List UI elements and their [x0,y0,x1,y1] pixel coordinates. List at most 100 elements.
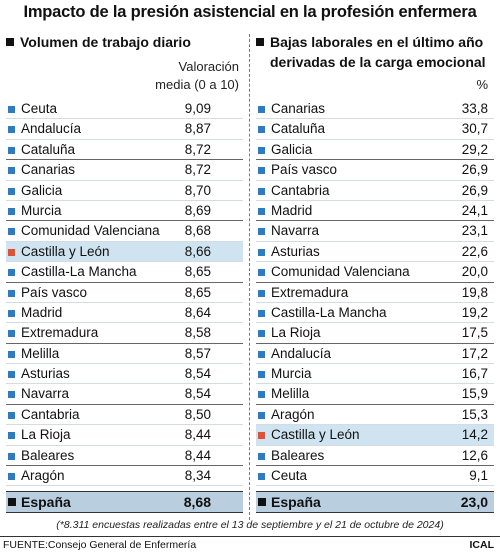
row-label: Melilla [271,386,310,402]
row-label: País vasco [271,162,338,178]
row-label: Ceuta [21,101,58,116]
row-value: 30,7 [461,121,488,137]
table-row: Cantabria 26,9 [256,181,494,201]
table-row: Baleares 12,6 [256,446,494,467]
table-row: Castilla-La Mancha 19,2 [256,303,494,324]
row-value: 8,54 [184,366,211,382]
row-value: 20,0 [461,264,488,280]
square-bullet-icon [8,228,15,236]
row-value: 8,34 [184,468,211,484]
credit-text: ICAL [469,539,495,551]
row-value: 9,1 [469,468,488,484]
square-bullet-icon [8,248,15,256]
table-row: País vasco 26,9 [256,160,494,181]
row-value: 8,65 [184,264,211,280]
table-row: Murcia 8,69 [6,201,243,222]
row-value: 26,9 [461,182,488,198]
square-bullet-icon [258,106,265,113]
square-bullet-icon [258,207,265,215]
row-label: Navarra [21,386,70,402]
table-row: Castilla y León 14,2 [256,425,494,446]
table-row: Ceuta 9,1 [256,466,494,487]
row-label: Cantabria [271,182,330,198]
row-value: 19,8 [461,284,488,300]
row-value: 17,5 [461,325,488,341]
square-bullet-icon [6,38,14,46]
square-bullet-icon [8,269,15,277]
square-bullet-icon [8,207,15,215]
table-row: Comunidad Valenciana 8,68 [6,221,243,242]
square-bullet-icon [258,452,265,460]
sick-leave-column-header: % [476,77,488,92]
row-value: 8,54 [184,386,211,402]
square-bullet-icon [8,371,15,379]
row-value: 19,2 [461,304,488,320]
table-row: Madrid 8,64 [6,303,243,324]
row-value: 8,72 [184,162,211,178]
table-row: Castilla y León 8,66 [6,241,243,263]
total-label: España [271,494,321,510]
table-row: Murcia 16,7 [256,364,494,385]
row-label: Aragón [21,468,65,484]
row-value: 14,2 [461,427,488,443]
row-label: Baleares [271,447,325,463]
square-bullet-icon [258,350,265,358]
workload-column-header: Valoración media (0 a 10) [155,59,239,92]
row-label: Cantabria [21,406,80,422]
table-row: Navarra 8,54 [6,384,243,405]
sick-leave-panel: Bajas laborales en el último año derivad… [256,32,494,513]
row-label: Castilla-La Mancha [21,264,137,280]
row-value: 33,8 [461,101,488,116]
row-label: Madrid [271,202,313,218]
row-value: 26,9 [461,162,488,178]
square-bullet-icon [8,411,15,419]
row-value: 8,64 [184,304,211,320]
chart-title: Impacto de la presión asistencial en la … [23,3,477,21]
sick-leave-total-row: España 23,0 [256,491,494,513]
row-label: Galicia [271,141,313,157]
square-bullet-icon [256,38,264,46]
square-bullet-icon [258,432,265,440]
row-label: Cataluña [21,141,76,157]
row-value: 8,50 [184,406,211,422]
sick-leave-rows: Canarias 33,8 Cataluña 30,7 Galicia 29,2 País … [256,99,494,487]
row-value: 16,7 [461,366,488,382]
square-bullet-icon [258,498,266,506]
row-label: Murcia [21,202,62,218]
row-value: 8,65 [184,284,211,300]
table-row: Navarra 23,1 [256,221,494,242]
row-value: 22,6 [461,243,488,259]
square-bullet-icon [8,350,15,358]
table-row: Asturias 22,6 [256,242,494,263]
table-row: Aragón 15,3 [256,405,494,426]
square-bullet-icon [258,309,265,317]
row-label: Ceuta [271,468,308,484]
table-row: Madrid 24,1 [256,201,494,222]
row-value: 12,6 [461,447,488,463]
row-label: Galicia [21,182,63,198]
row-value: 15,9 [461,386,488,402]
row-label: Castilla-La Mancha [271,304,387,320]
square-bullet-icon [8,146,15,154]
table-row: Cantabria 8,50 [6,405,243,426]
total-value: 23,0 [460,494,488,510]
table-row: País vasco 8,65 [6,283,243,303]
row-label: País vasco [21,284,88,300]
table-row: Canarias 8,72 [6,160,243,181]
square-bullet-icon [8,126,15,134]
row-value: 8,68 [184,223,211,239]
square-bullet-icon [8,289,15,297]
row-value: 8,72 [184,141,211,157]
row-label: Extremadura [21,325,99,341]
table-row: Melilla 8,57 [6,344,243,365]
row-value: 8,87 [184,121,211,137]
table-row: Canarias 33,8 [256,99,494,120]
row-value: 8,70 [184,182,211,198]
row-label: Castilla y León [271,427,360,443]
workload-panel: Volumen de trabajo diario Valoración med… [6,32,243,513]
table-row: Asturias 8,54 [6,364,243,385]
square-bullet-icon [258,330,265,338]
table-row: La Rioja 8,44 [6,425,243,446]
square-bullet-icon [258,187,265,195]
row-value: 29,2 [461,141,488,157]
